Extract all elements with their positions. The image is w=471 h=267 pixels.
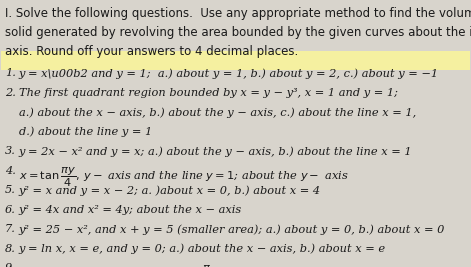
Text: y = x\u00b2 and y = 1;  a.) about y = 1, b.) about y = 2, c.) about y = −1: y = x\u00b2 and y = 1; a.) about y = 1, … <box>19 68 439 79</box>
Text: $x = \tan\dfrac{\pi y}{4},\,y-$ axis and the line $y = 1$; about the $y-$ axis: $x = \tan\dfrac{\pi y}{4},\,y-$ axis and… <box>19 166 349 189</box>
Text: 4.: 4. <box>5 166 16 176</box>
Text: I. Solve the following questions.  Use any appropriate method to find the volume: I. Solve the following questions. Use an… <box>5 7 471 20</box>
FancyBboxPatch shape <box>1 51 470 70</box>
Text: 9.: 9. <box>5 263 16 267</box>
Text: 5.: 5. <box>5 185 16 195</box>
Text: 1.: 1. <box>5 68 16 78</box>
Text: 8.: 8. <box>5 244 16 254</box>
Text: y² = 25 − x², and x + y = 5 (smaller area); a.) about y = 0, b.) about x = 0: y² = 25 − x², and x + y = 5 (smaller are… <box>19 224 445 235</box>
Text: 2.: 2. <box>5 88 16 98</box>
Text: y² = x and y = x − 2; a. )about x = 0, b.) about x = 4: y² = x and y = x − 2; a. )about x = 0, b… <box>19 185 321 196</box>
Text: a.) about the x − axis, b.) about the y − axis, c.) about the line x = 1,: a.) about the x − axis, b.) about the y … <box>19 107 416 118</box>
Text: axis. Round off your answers to 4 decimal places.: axis. Round off your answers to 4 decima… <box>5 45 298 58</box>
Text: d.) about the line y = 1: d.) about the line y = 1 <box>19 127 152 138</box>
Text: 3.: 3. <box>5 146 16 156</box>
Text: 7.: 7. <box>5 224 16 234</box>
Text: y = ln x, x = e, and y = 0; a.) about the x − axis, b.) about x = e: y = ln x, x = e, and y = 0; a.) about th… <box>19 244 386 254</box>
Text: 6.: 6. <box>5 205 16 215</box>
Text: The first quadrant region bounded by x = y − y³, x = 1 and y = 1;: The first quadrant region bounded by x =… <box>19 88 398 98</box>
Text: solid generated by revolving the area bounded by the given curves about the indi: solid generated by revolving the area bo… <box>5 26 471 39</box>
Text: y² = 4x and x² = 4y; about the x − axis: y² = 4x and x² = 4y; about the x − axis <box>19 205 242 215</box>
Text: y = 2x − x² and y = x; a.) about the y − axis, b.) about the line x = 1: y = 2x − x² and y = x; a.) about the y −… <box>19 146 413 157</box>
Text: $y = \sin x\,$ between $x = 0\,$ and $x = \dfrac{\pi}{2},\,y-$ axis, and the lin: $y = \sin x\,$ between $x = 0\,$ and $x … <box>19 263 471 267</box>
